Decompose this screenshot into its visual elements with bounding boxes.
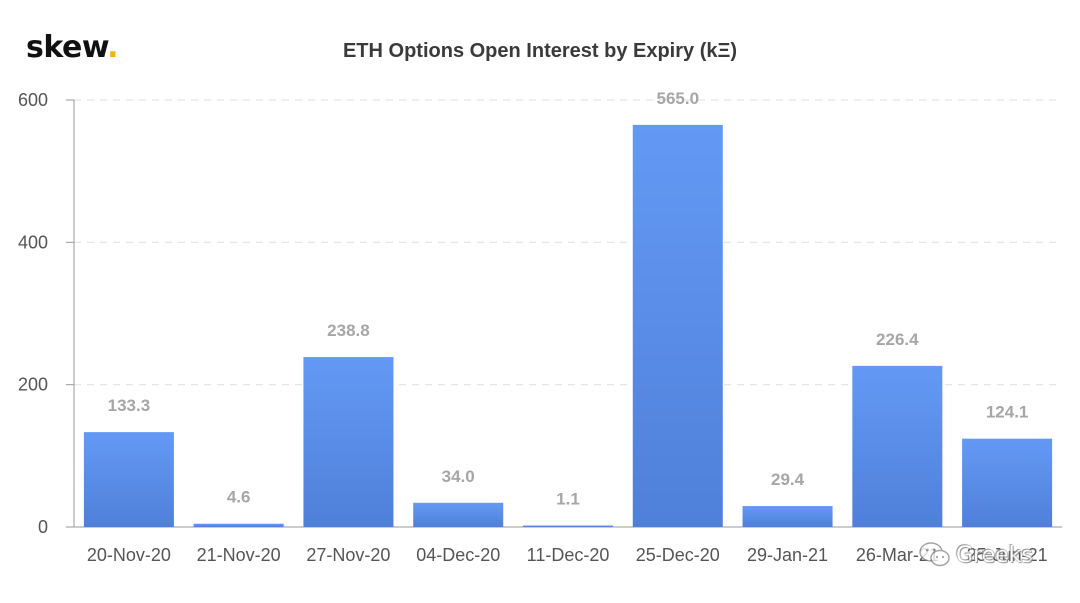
y-tick-label: 0 [38, 517, 48, 537]
y-tick-label: 600 [18, 90, 48, 110]
data-labels: 133.3 4.6 238.8 34.0 1.1 565.0 29.4 226.4 124.1 [108, 89, 1029, 509]
data-label: 238.8 [327, 321, 370, 340]
bar [742, 506, 833, 527]
bar [83, 432, 174, 527]
watermark-text: Greeks [956, 542, 1033, 568]
watermark: Greeks [918, 541, 1033, 569]
x-tick-label: 25-Jun-21 [967, 545, 1048, 565]
x-tick-labels: 20-Nov-20 21-Nov-20 27-Nov-20 04-Dec-20 11-D… [87, 545, 1048, 565]
skew-logo: skew. [26, 30, 119, 65]
bar [193, 523, 284, 527]
bar [852, 365, 943, 527]
x-tick-label: 04-Dec-20 [416, 545, 500, 565]
data-label: 565.0 [657, 89, 700, 108]
y-tick-labels: 0 200 400 600 [18, 90, 48, 537]
chart-title: ETH Options Open Interest by Expiry (kΞ) [342, 40, 738, 62]
logo-dot: . [107, 30, 119, 65]
bar [522, 525, 614, 527]
bar [632, 124, 723, 528]
bars [83, 124, 1053, 528]
logo-text: skew [26, 30, 108, 65]
x-tick-label: 21-Nov-20 [197, 545, 281, 565]
x-tick-label: 20-Nov-20 [87, 545, 171, 565]
x-tick-label: 26-Mar-21 [856, 545, 939, 565]
data-label: 29.4 [771, 470, 805, 489]
data-label: 133.3 [108, 396, 151, 415]
data-label: 226.4 [876, 330, 919, 349]
bar [413, 502, 504, 527]
x-tick-label: 29-Jan-21 [747, 545, 828, 565]
x-tick-label: 25-Dec-20 [636, 545, 720, 565]
data-label: 34.0 [442, 467, 475, 486]
bar [303, 357, 394, 527]
x-tick-label: 11-Dec-20 [527, 545, 610, 565]
y-tick-label: 200 [18, 375, 48, 395]
data-label: 4.6 [227, 488, 251, 507]
data-label: 124.1 [986, 403, 1029, 422]
x-tick-label: 27-Nov-20 [306, 545, 390, 565]
y-tick-label: 400 [18, 232, 48, 252]
bar [962, 438, 1053, 527]
wechat-icon [919, 542, 950, 567]
data-label: 1.1 [556, 490, 580, 509]
